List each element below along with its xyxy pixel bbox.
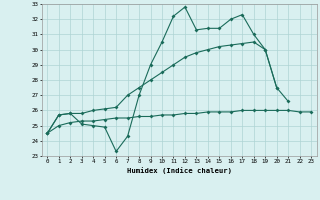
X-axis label: Humidex (Indice chaleur): Humidex (Indice chaleur) bbox=[127, 167, 232, 174]
